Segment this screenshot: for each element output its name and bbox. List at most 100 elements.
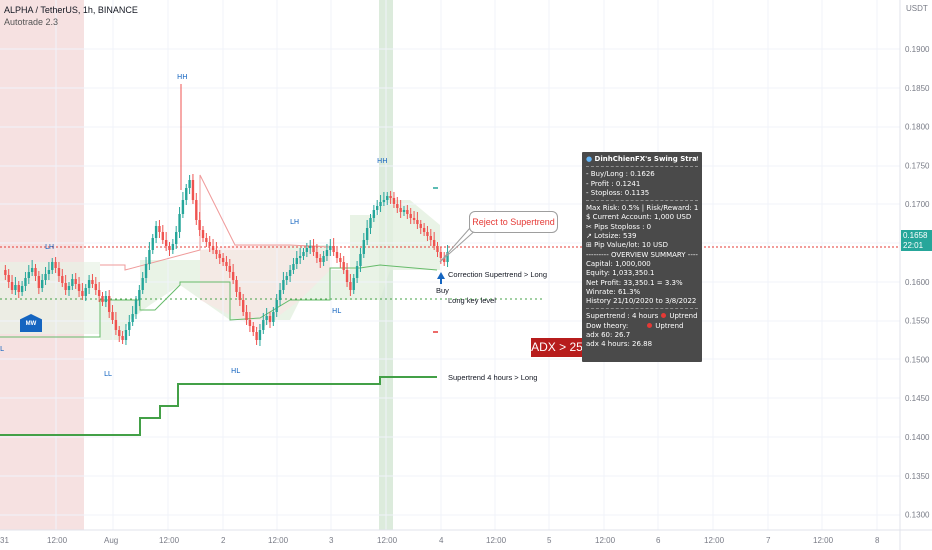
candle-body xyxy=(402,210,406,212)
indicator-name[interactable]: Autotrade 2.3 xyxy=(4,17,59,27)
strategy-icon: ● xyxy=(586,155,593,163)
time-tick-label: 12:00 xyxy=(377,536,398,545)
supertrend-row: Supertrend : 4 hours Uptrend xyxy=(586,312,698,321)
candle-body xyxy=(422,228,426,232)
candle-body xyxy=(191,180,195,200)
grid xyxy=(0,0,900,530)
candle-body xyxy=(365,228,369,240)
candle-body xyxy=(201,230,205,238)
mw-badge: MW xyxy=(20,314,42,332)
candle-body xyxy=(188,180,191,188)
candle-body xyxy=(292,264,295,270)
candle-body xyxy=(158,226,161,232)
swing-label-hh-2: HH xyxy=(377,157,388,165)
time-tick-label: 3 xyxy=(329,536,334,545)
candle-body xyxy=(322,256,325,262)
tooltip-line: $ Current Account: 1,000 USD xyxy=(586,213,692,222)
candle-body xyxy=(41,280,44,288)
price-tick-label: 0.1450 xyxy=(905,394,930,403)
candle-body xyxy=(171,244,175,250)
candle-body xyxy=(335,252,339,258)
candle-body xyxy=(396,204,399,208)
time-tick-label: 12:00 xyxy=(47,536,68,545)
price-tick-label: 0.1350 xyxy=(905,472,930,481)
candle-body xyxy=(67,286,71,290)
tooltip-line: - Buy/Long : 0.1626 xyxy=(586,170,655,179)
candle-body xyxy=(265,316,268,320)
price-tick-label: 0.1400 xyxy=(905,433,930,442)
candle-body xyxy=(225,262,228,266)
candle-body xyxy=(61,276,64,283)
tooltip-line: ⊞ Pip Value/lot: 10 USD xyxy=(586,241,668,250)
candle-body xyxy=(71,279,74,286)
candle-body xyxy=(4,270,7,275)
time-axis[interactable]: 31 12:00 Aug 12:00 2 12:00 3 12:00 4 12:00 5 12:00 6… xyxy=(0,536,880,545)
time-tick-label: 31 xyxy=(0,536,9,545)
candle-body xyxy=(386,196,389,200)
candle-body xyxy=(238,292,242,300)
candle-body xyxy=(295,258,298,264)
candle-body xyxy=(211,246,215,250)
candle-body xyxy=(329,246,332,250)
candle-body xyxy=(372,210,376,218)
candles xyxy=(4,84,449,346)
candle-body xyxy=(332,246,335,252)
candle-body xyxy=(412,218,416,220)
candle-body xyxy=(443,258,446,262)
correction-supertrend-label: Correction Supertrend > Long xyxy=(448,270,548,279)
time-tick-label: 7 xyxy=(766,536,771,545)
last-price-tag: 0.1658 xyxy=(901,230,932,241)
candle-body xyxy=(208,242,211,246)
candle-body xyxy=(446,252,449,262)
time-tick-label: 12:00 xyxy=(159,536,180,545)
candle-body xyxy=(77,284,81,291)
tooltip-line: Net Profit: 33,350.1 = 3.3% xyxy=(586,278,683,287)
time-tick-label: 5 xyxy=(547,536,552,545)
time-tick-label: 8 xyxy=(875,536,880,545)
candle-body xyxy=(248,320,252,326)
supertrend-4h-line xyxy=(0,376,437,436)
candle-body xyxy=(64,283,67,290)
candle-body xyxy=(111,312,114,320)
candle-body xyxy=(178,214,181,232)
candle-body xyxy=(352,278,355,290)
time-tick-label: 12:00 xyxy=(704,536,725,545)
tooltip-title: ● DinhChienFX's Swing Strategy xyxy=(586,155,698,163)
candle-body xyxy=(376,206,379,210)
candle-body xyxy=(134,300,138,314)
candle-body xyxy=(228,266,231,272)
supertrend-4h-label: Supertrend 4 hours > Long xyxy=(448,373,538,382)
price-tick-label: 0.1800 xyxy=(905,123,930,132)
candle-body xyxy=(315,252,319,258)
candle-body xyxy=(319,258,322,262)
price-tick-label: 0.1550 xyxy=(905,317,930,326)
candle-body xyxy=(349,282,352,290)
candle-body xyxy=(409,214,412,218)
price-tick-label: 0.1600 xyxy=(905,278,930,287)
tooltip-line: History 21/10/2020 to 3/8/2022 xyxy=(586,297,697,306)
candle-body xyxy=(325,250,329,256)
red-area-fill xyxy=(200,245,330,330)
price-axis[interactable]: 0.19000.18500.18000.17500.17000.16500.16… xyxy=(905,45,930,520)
candle-body xyxy=(221,258,225,262)
tooltip-line: Capital: 1,000,000 xyxy=(586,259,651,268)
symbol-title[interactable]: ALPHA / TetherUS, 1h, BINANCE xyxy=(4,5,138,15)
candle-body xyxy=(14,285,17,290)
tooltip-line: Max Risk: 0.5% | Risk/Reward: 1/1 xyxy=(586,204,698,213)
tooltip-line: Winrate: 61.3% xyxy=(586,287,641,296)
candle-body xyxy=(389,196,392,198)
swing-label-hh-1: HH xyxy=(177,73,188,81)
swing-label-lh-2: LH xyxy=(290,218,299,226)
candle-body xyxy=(121,336,124,340)
tooltip-line: --------- OVERVIEW SUMMARY --------- xyxy=(586,250,698,259)
price-tick-label: 0.1500 xyxy=(905,355,930,364)
candle-body xyxy=(144,264,148,278)
candle-body xyxy=(101,296,104,302)
candle-body xyxy=(218,254,221,258)
candle-body xyxy=(138,290,141,300)
candle-body xyxy=(10,282,14,290)
candle-body xyxy=(54,262,57,268)
candle-body xyxy=(124,330,128,340)
candle-body xyxy=(7,275,10,282)
